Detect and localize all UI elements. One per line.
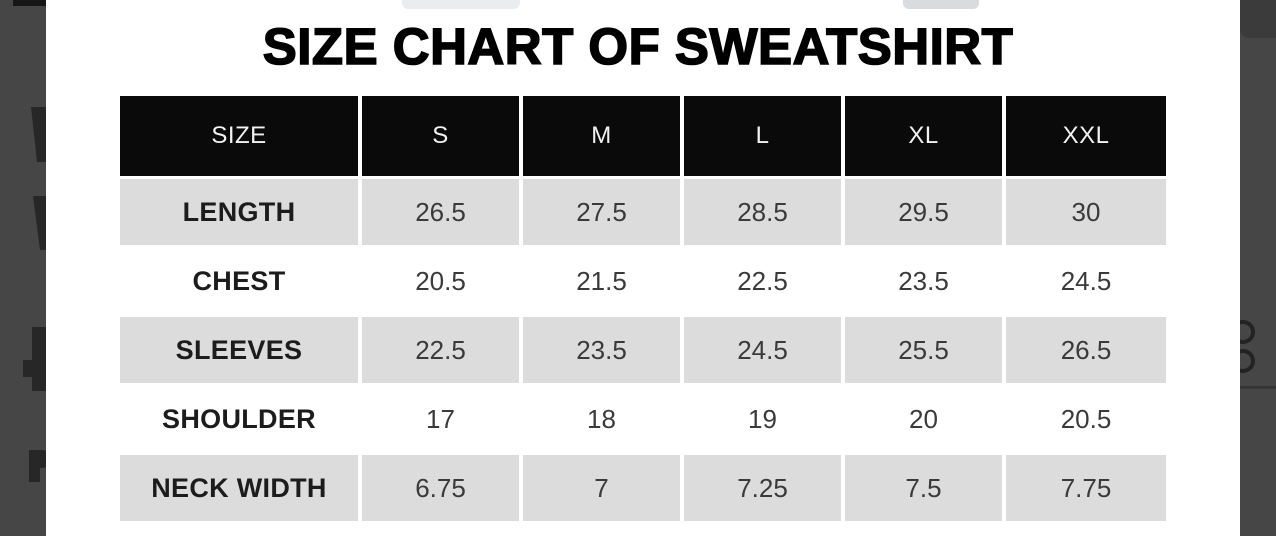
- value-cell: 30: [1006, 179, 1166, 245]
- partial-ring-fragments-icon: [1240, 320, 1276, 389]
- header-cell-m: M: [523, 96, 680, 176]
- backdrop-smudge: [402, 0, 520, 9]
- partial-letter-fragments-icon: [23, 107, 46, 482]
- value-cell: 29.5: [845, 179, 1002, 245]
- header-cell-l: L: [684, 96, 841, 176]
- value-cell: 7.25: [684, 455, 841, 521]
- value-cell: 23.5: [523, 317, 680, 383]
- backdrop-dark-chip: [1240, 0, 1276, 38]
- value-cell: 28.5: [684, 179, 841, 245]
- header-cell-s: S: [362, 96, 519, 176]
- value-cell: 25.5: [845, 317, 1002, 383]
- header-cell-size: SIZE: [120, 96, 358, 176]
- value-cell: 27.5: [523, 179, 680, 245]
- row-label-shoulder: SHOULDER: [162, 403, 316, 434]
- value-cell: 26.5: [362, 179, 519, 245]
- value-cell: 22.5: [737, 266, 788, 296]
- header-cell-xl: XL: [845, 96, 1002, 176]
- row-label-chest: CHEST: [192, 265, 286, 296]
- size-chart-table: SIZE S M L XL XXL LENGTH 26.5 27.5 28.5 …: [120, 96, 1166, 521]
- value-cell: 19: [748, 404, 777, 434]
- value-cell: 22.5: [362, 317, 519, 383]
- value-cell: 7.5: [845, 455, 1002, 521]
- value-cell: 24.5: [684, 317, 841, 383]
- header-cell-xxl: XXL: [1006, 96, 1166, 176]
- value-cell: 17: [426, 404, 455, 434]
- backdrop-smudge: [903, 0, 979, 9]
- left-backdrop-bar: [0, 0, 46, 536]
- value-cell: 20.5: [415, 266, 466, 296]
- value-cell: 18: [587, 404, 616, 434]
- value-cell: 26.5: [1006, 317, 1166, 383]
- value-cell: 24.5: [1060, 266, 1112, 296]
- backdrop-dark-chip: [13, 0, 46, 6]
- value-cell: 6.75: [362, 455, 519, 521]
- row-label-length: LENGTH: [120, 179, 358, 245]
- value-cell: 23.5: [898, 266, 949, 296]
- value-cell: 21.5: [576, 266, 627, 296]
- value-cell: 20.5: [1060, 404, 1112, 434]
- value-cell: 20: [909, 404, 938, 434]
- row-label-sleeves: SLEEVES: [120, 317, 358, 383]
- page-title: SIZE CHART OF SWEATSHIRT: [262, 17, 1014, 76]
- value-cell: 7: [523, 455, 680, 521]
- value-cell: 7.75: [1006, 455, 1166, 521]
- row-label-neck-width: NECK WIDTH: [120, 455, 358, 521]
- right-backdrop-bar: [1240, 0, 1276, 536]
